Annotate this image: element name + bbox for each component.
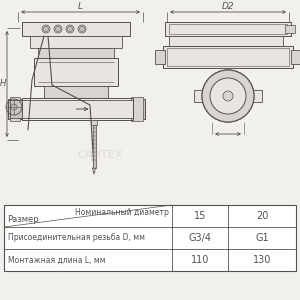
Circle shape	[202, 70, 254, 122]
Bar	[22, 98, 133, 120]
Circle shape	[210, 78, 246, 114]
Bar	[169, 36, 283, 46]
Text: D2: D2	[222, 2, 234, 11]
Circle shape	[223, 91, 233, 101]
Bar	[194, 90, 262, 102]
Bar	[163, 46, 293, 68]
Text: 110: 110	[191, 255, 209, 265]
Text: Присоединительная резьба D, мм: Присоединительная резьба D, мм	[8, 233, 145, 242]
Bar	[167, 48, 289, 66]
Circle shape	[210, 78, 246, 114]
Bar	[169, 24, 287, 34]
Bar	[92, 125, 95, 168]
Bar	[291, 50, 300, 64]
Bar	[30, 36, 122, 48]
Text: 15: 15	[194, 211, 206, 221]
Bar	[285, 25, 295, 33]
Text: L: L	[78, 2, 83, 11]
Circle shape	[80, 26, 85, 32]
Text: 20: 20	[256, 211, 268, 221]
Circle shape	[78, 25, 86, 33]
Bar	[22, 22, 130, 36]
Circle shape	[223, 91, 233, 101]
Circle shape	[202, 70, 254, 122]
Text: 130: 130	[253, 255, 271, 265]
Circle shape	[54, 25, 62, 33]
Bar	[133, 99, 145, 119]
Bar	[10, 97, 20, 121]
Bar	[34, 58, 118, 86]
Bar	[10, 100, 22, 118]
Circle shape	[56, 26, 61, 32]
Circle shape	[44, 26, 49, 32]
Bar	[38, 48, 114, 58]
Text: Монтажная длина L, мм: Монтажная длина L, мм	[8, 256, 106, 265]
Bar	[44, 86, 108, 98]
Circle shape	[68, 26, 73, 32]
Bar	[91, 120, 97, 125]
Circle shape	[42, 25, 50, 33]
Text: G3/4: G3/4	[188, 233, 212, 243]
Bar	[22, 100, 133, 118]
Bar	[131, 97, 143, 121]
Text: H: H	[0, 80, 6, 88]
Text: Номинальный диаметр: Номинальный диаметр	[75, 208, 169, 217]
Text: Размер: Размер	[7, 215, 39, 224]
Bar	[165, 22, 291, 36]
Circle shape	[66, 25, 74, 33]
Bar	[4, 205, 296, 271]
Text: G1: G1	[255, 233, 269, 243]
Text: САНTЕХ: САНTЕХ	[77, 150, 123, 160]
Bar	[8, 99, 22, 119]
Bar	[155, 50, 165, 64]
